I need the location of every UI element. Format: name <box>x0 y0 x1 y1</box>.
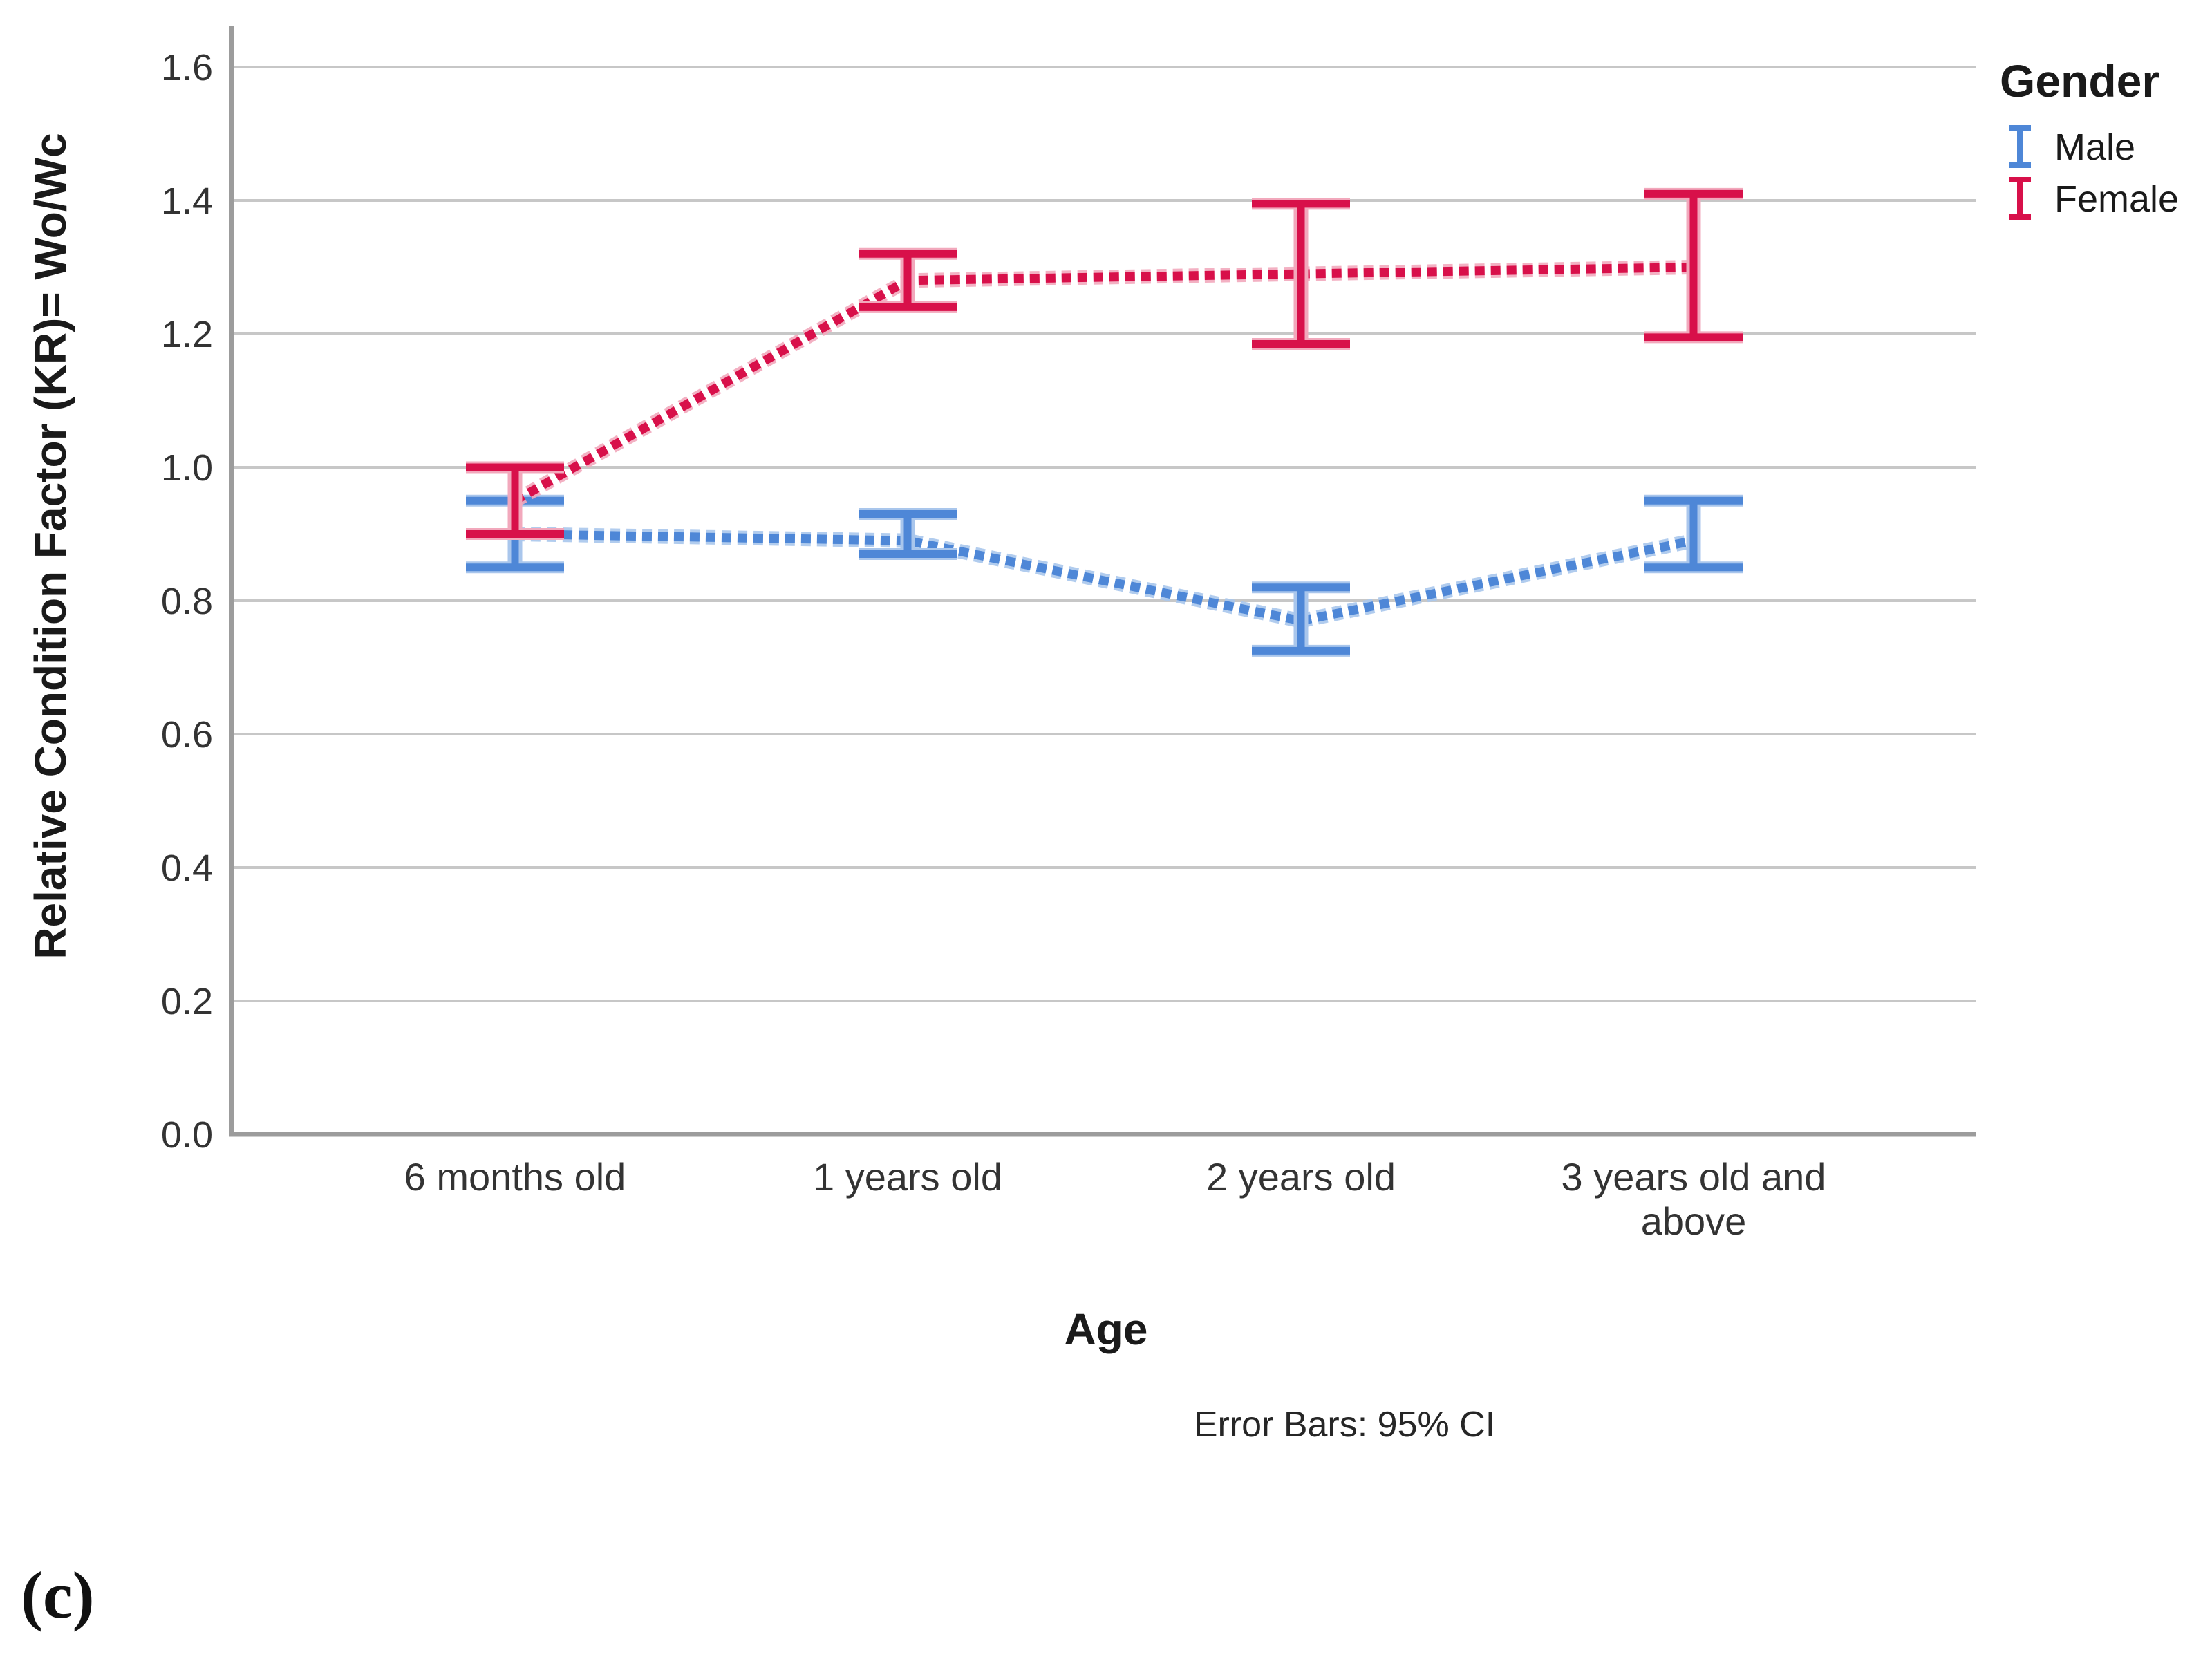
legend-item-female: Female <box>2009 177 2179 220</box>
x-category-label: 2 years old <box>1206 1155 1396 1199</box>
data-series <box>466 187 1743 657</box>
y-tick-label: 0.2 <box>161 981 213 1022</box>
legend-items: Male Female <box>2009 125 2179 220</box>
x-category-label: 6 months old <box>404 1155 626 1199</box>
error-bars-footnote: Error Bars: 95% CI <box>1194 1405 1495 1445</box>
legend-item-label: Male <box>2054 126 2135 168</box>
y-tick-label: 1.0 <box>161 447 213 489</box>
legend: Gender Male Female <box>2000 55 2179 220</box>
series-line <box>514 529 1695 626</box>
y-tick-label: 0.8 <box>161 581 213 622</box>
series-line <box>512 263 1694 505</box>
error-bar <box>1252 581 1350 657</box>
y-axis-title: Relative Condition Factor (KR)= Wo/Wc <box>26 133 75 959</box>
y-axis-tick-labels: 0.0 0.2 0.4 0.6 0.8 1.0 1.2 1.4 1.6 <box>161 47 213 1156</box>
figure-panel-label: (c) <box>21 1558 95 1632</box>
x-category-label: 1 years old <box>813 1155 1002 1199</box>
y-tick-label: 1.6 <box>161 47 213 88</box>
error-bar <box>1644 187 1743 344</box>
x-axis-category-labels: 6 months old 1 years old 2 years old 3 year… <box>404 1155 1826 1243</box>
axes <box>229 26 1976 1137</box>
error-bar <box>466 461 564 540</box>
error-bar <box>1252 198 1350 350</box>
error-bar <box>1644 494 1743 574</box>
legend-title: Gender <box>2000 55 2159 106</box>
y-tick-label: 1.2 <box>161 314 213 355</box>
y-tick-label: 0.6 <box>161 714 213 756</box>
error-bar <box>859 247 957 313</box>
legend-item-label: Female <box>2054 178 2179 220</box>
series-line-halo <box>511 260 1694 507</box>
x-axis-title: Age <box>1065 1304 1148 1354</box>
error-bar <box>859 508 957 560</box>
legend-item-male: Male <box>2009 125 2135 168</box>
y-tick-label: 0.0 <box>161 1114 213 1156</box>
y-tick-label: 0.4 <box>161 847 213 889</box>
y-tick-label: 1.4 <box>161 180 213 222</box>
x-category-label: 3 years old and above <box>1562 1155 1826 1243</box>
series-male <box>466 494 1743 657</box>
series-female <box>466 187 1743 540</box>
